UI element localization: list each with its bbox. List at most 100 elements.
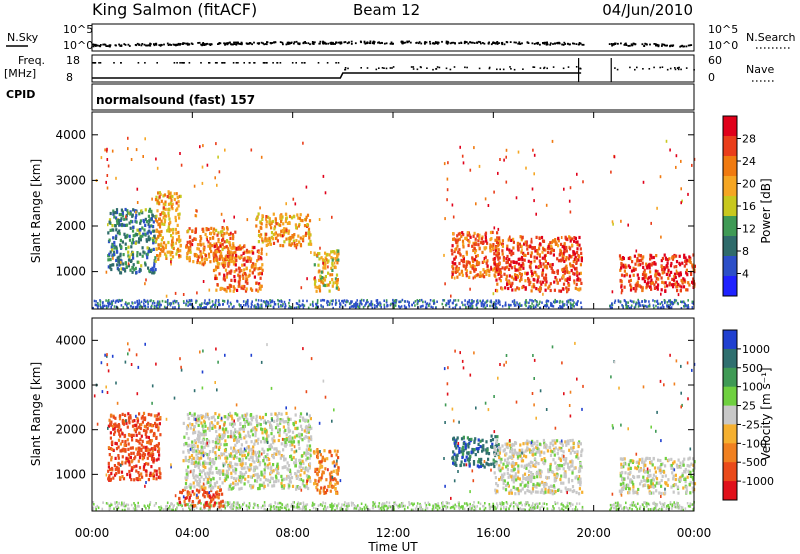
echo-point — [158, 222, 161, 226]
ground-scatter-point — [454, 503, 456, 507]
noise-point — [292, 197, 295, 201]
echo-point — [670, 270, 673, 274]
echo-point — [275, 222, 278, 226]
echo-point — [147, 247, 151, 251]
noise-point — [675, 165, 677, 169]
echo-point — [629, 283, 632, 287]
echo-point — [157, 457, 160, 461]
echo-point — [113, 473, 117, 477]
noise-point — [100, 156, 103, 160]
echo-point — [451, 275, 454, 279]
echo-point — [324, 266, 327, 270]
noise-point — [92, 43, 95, 46]
ground-scatter-point — [411, 303, 413, 307]
echo-point — [632, 287, 635, 291]
echo-point — [574, 255, 577, 260]
echo-point — [562, 287, 565, 291]
echo-point — [249, 259, 252, 263]
noise-point — [177, 42, 180, 45]
echo-point — [139, 437, 142, 441]
echo-point — [666, 258, 669, 262]
echo-point — [555, 278, 558, 282]
noise-panel-frame — [91, 23, 695, 52]
ground-scatter-point — [685, 304, 688, 307]
echo-point — [121, 212, 124, 216]
noise-point — [344, 41, 347, 43]
noise-point — [307, 42, 310, 45]
echo-point — [127, 245, 130, 249]
echo-point — [109, 431, 112, 435]
echo-point — [225, 231, 228, 235]
ground-scatter-point — [502, 505, 505, 509]
ground-scatter-point — [341, 503, 343, 506]
ground-scatter-point — [660, 508, 663, 511]
ground-scatter-point — [393, 303, 395, 307]
echo-point — [537, 265, 541, 269]
echo-point — [531, 285, 534, 289]
echo-point — [618, 254, 622, 258]
echo-point — [539, 285, 542, 290]
echo-point — [228, 232, 231, 236]
nave-point — [522, 68, 524, 70]
noise-point — [646, 43, 648, 46]
ground-scatter-point — [393, 299, 396, 303]
ground-scatter-point — [342, 299, 344, 303]
echo-point — [639, 258, 643, 262]
noise-point — [182, 293, 185, 296]
nave-point — [113, 62, 115, 64]
y-tick-label: 2000 — [55, 219, 86, 233]
echo-point — [506, 254, 509, 259]
echo-point — [628, 274, 632, 278]
ground-scatter-point — [331, 303, 333, 306]
echo-point — [620, 273, 624, 277]
noise-point — [497, 227, 500, 231]
ground-scatter-point — [153, 306, 156, 309]
noise-point — [545, 43, 548, 46]
ground-scatter-point — [253, 502, 255, 506]
noise-point — [263, 43, 266, 46]
ground-scatter-point — [231, 306, 234, 309]
echo-point — [468, 233, 471, 237]
nave-point — [629, 66, 631, 69]
echo-point — [637, 253, 640, 257]
echo-point — [331, 268, 334, 272]
ground-scatter-point — [324, 505, 326, 508]
echo-point — [127, 460, 130, 464]
ground-scatter-point — [315, 508, 318, 511]
noise-point — [611, 43, 614, 46]
echo-point — [145, 473, 148, 477]
echo-point — [563, 242, 566, 246]
echo-point — [139, 221, 142, 225]
echo-point — [579, 247, 582, 251]
echo-point — [129, 268, 132, 272]
ground-scatter-point — [550, 301, 552, 305]
ground-scatter-point — [501, 503, 503, 506]
noise-point — [612, 222, 614, 226]
echo-point — [160, 199, 163, 203]
echo-point — [171, 207, 174, 211]
ground-scatter-point — [546, 503, 548, 506]
echo-point — [660, 264, 663, 268]
echo-point — [156, 201, 159, 205]
echo-point — [246, 278, 249, 282]
echo-point — [144, 263, 147, 267]
echo-point — [124, 413, 127, 417]
ground-scatter-point — [490, 301, 493, 304]
ground-scatter-point — [406, 300, 409, 303]
echo-point — [496, 289, 499, 293]
echo-point — [143, 453, 147, 457]
nave-point — [188, 62, 191, 64]
ground-scatter-point — [651, 507, 653, 511]
echo-point — [121, 240, 124, 244]
noise-point — [294, 202, 297, 206]
ground-scatter-point — [293, 505, 295, 509]
noise-point — [135, 148, 138, 152]
colorbar-tick-label: 12 — [742, 223, 756, 236]
echo-point — [550, 248, 553, 252]
colorbar-swatch — [723, 256, 737, 277]
echo-point — [113, 432, 116, 436]
echo-point — [624, 263, 627, 267]
echo-point — [139, 228, 142, 232]
nave-point — [216, 62, 218, 64]
ground-scatter-point — [662, 306, 665, 309]
